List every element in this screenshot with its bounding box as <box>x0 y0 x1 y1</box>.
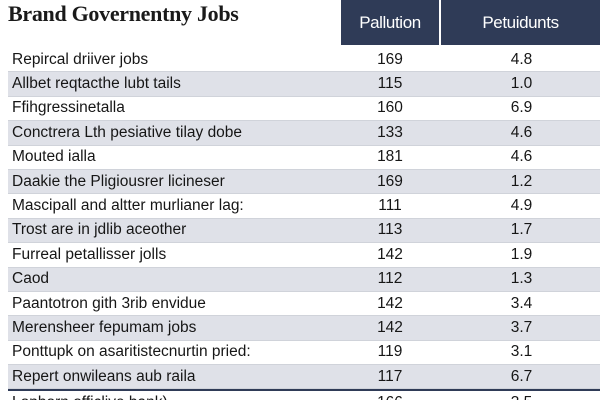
cell-pallution: 169 <box>377 50 403 68</box>
row-label: Merensheer fepumam jobs <box>12 318 197 336</box>
table-row: Lopborn officlive bank)1663.5 <box>8 389 600 400</box>
cell-petuidunts: 4.8 <box>510 50 533 68</box>
cell-pallution: 117 <box>377 367 403 385</box>
cell-pallution: 112 <box>377 270 403 288</box>
cell-petuidunts: 3.7 <box>510 318 533 336</box>
row-label: Mascipall and altter murlianer lag: <box>12 197 244 215</box>
cell-petuidunts: 4.9 <box>510 197 533 215</box>
cell-petuidunts: 4.6 <box>510 148 533 166</box>
cell-petuidunts: 6.7 <box>510 367 533 385</box>
cell-petuidunts: 1.0 <box>510 75 533 93</box>
row-label: Lopborn officlive bank) <box>8 394 341 400</box>
row-label: Allbet reqtacthe lubt tails <box>12 75 181 93</box>
table-body: Repircal driiver jobs 169 4.8 Allbet reqtac… <box>8 48 600 400</box>
cell-pallution: 111 <box>378 197 402 215</box>
cell-pallution: 119 <box>377 343 403 361</box>
cell-petuidunts: 1.3 <box>510 270 533 288</box>
table-row: Merensheer fepumam jobs 142 3.7 <box>8 316 600 341</box>
table-row: Caod 112 1.3 <box>8 267 600 292</box>
header-divider <box>439 0 441 45</box>
column-header-pallution: Pallution <box>341 0 439 45</box>
table-row: Repert onwileans aub raila 117 6.7 <box>8 365 600 390</box>
row-label: Ffihgressinetalla <box>12 99 125 117</box>
table-row: Ponttupk on asaritistecnurtin pried: 119 3… <box>8 341 600 366</box>
table-title: Brand Governentny Jobs <box>8 1 239 26</box>
cell-pallution: 115 <box>377 75 403 93</box>
row-label: Ponttupk on asaritistecnurtin pried: <box>12 343 251 361</box>
row-label: Mouted ialla <box>12 148 96 166</box>
cell-pallution: 169 <box>377 172 403 190</box>
table-row: Repircal driiver jobs 169 4.8 <box>8 48 600 73</box>
cell-petuidunts: 1.7 <box>510 221 533 239</box>
table-row: Daakie the Pligiousrer licineser 169 1.2 <box>8 169 600 195</box>
row-label: Conctrera Lth pesiative tilay dobe <box>12 123 243 141</box>
table-row: Trost are in jdlib aceother 113 1.7 <box>8 218 600 244</box>
table-row: Mouted ialla 181 4.6 <box>8 146 600 170</box>
row-label: Paantotron gith 3rib envidue <box>12 294 206 312</box>
cell-petuidunts: 3.4 <box>510 294 533 312</box>
row-label: Trost are in jdlib aceother <box>12 221 187 239</box>
cell-pallution: 133 <box>377 123 403 141</box>
cell-petuidunts: 3.5 <box>439 394 600 400</box>
cell-petuidunts: 1.9 <box>510 245 533 263</box>
cell-petuidunts: 4.6 <box>510 123 533 141</box>
row-label: Repircal driiver jobs <box>12 50 149 68</box>
cell-petuidunts: 1.2 <box>510 172 533 190</box>
column-header-petuidunts: Petuidunts <box>441 0 600 45</box>
row-label: Repert onwileans aub raila <box>12 367 196 385</box>
table-row: Allbet reqtacthe lubt tails 115 1.0 <box>8 72 600 97</box>
table-row: Mascipall and altter murlianer lag: 111 4.… <box>8 194 600 219</box>
row-label: Caod <box>12 270 50 288</box>
row-label: Furreal petallisser jolls <box>12 245 167 263</box>
cell-pallution: 113 <box>377 221 403 239</box>
cell-pallution: 181 <box>377 148 403 166</box>
cell-petuidunts: 3.1 <box>510 343 533 361</box>
row-label: Daakie the Pligiousrer licineser <box>12 172 225 190</box>
table-row: Conctrera Lth pesiative tilay dobe 133 4.6 <box>8 121 600 146</box>
table-row: Paantotron gith 3rib envidue 142 3.4 <box>8 292 600 317</box>
table-row: Ffihgressinetalla 160 6.9 <box>8 97 600 122</box>
cell-pallution: 142 <box>377 245 403 263</box>
cell-pallution: 166 <box>341 394 439 400</box>
table-row: Furreal petallisser jolls 142 1.9 <box>8 243 600 268</box>
cell-pallution: 142 <box>377 318 403 336</box>
cell-pallution: 160 <box>377 99 403 117</box>
cell-petuidunts: 6.9 <box>510 99 533 117</box>
cell-pallution: 142 <box>377 294 403 312</box>
